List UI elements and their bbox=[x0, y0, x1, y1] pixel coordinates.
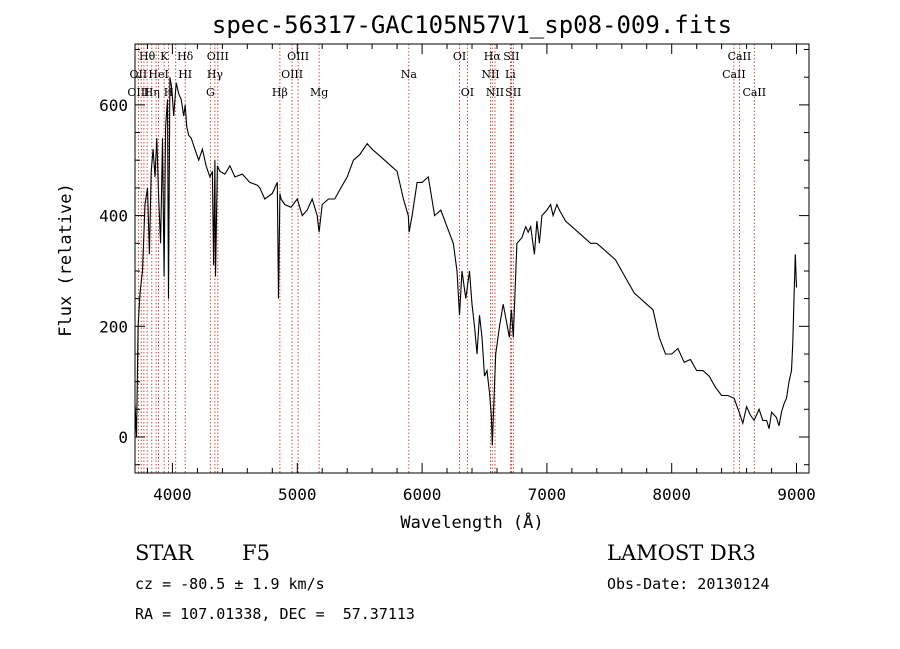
line-label-23: Li bbox=[505, 68, 516, 81]
line-label-14: OIII bbox=[281, 68, 303, 81]
x-axis-label: Wavelength (Å) bbox=[400, 511, 543, 533]
line-label-13: OIII bbox=[287, 50, 309, 63]
observation-date: Obs-Date: 20130124 bbox=[607, 575, 770, 593]
line-label-20: NII bbox=[481, 68, 499, 81]
line-label-24: SII bbox=[505, 86, 521, 99]
survey-name: LAMOST DR3 bbox=[607, 541, 756, 565]
plot-frame bbox=[134, 43, 810, 474]
line-label-17: OI bbox=[453, 50, 466, 63]
x-tick-label: 5000 bbox=[278, 485, 317, 504]
line-label-12: Hβ bbox=[272, 86, 288, 99]
line-label-2: OIII bbox=[127, 86, 149, 99]
line-label-9: OIII bbox=[207, 50, 229, 63]
line-label-4: HeI bbox=[148, 68, 168, 81]
line-label-19: Hα bbox=[484, 50, 502, 63]
marker-lines bbox=[137, 44, 755, 473]
line-label-8: HI bbox=[178, 68, 192, 81]
x-tick-label: 8000 bbox=[652, 485, 691, 504]
y-tick-label: 600 bbox=[99, 96, 128, 115]
line-label-21: NII bbox=[486, 86, 504, 99]
line-label-10: Hγ bbox=[207, 68, 224, 81]
spectrum-line bbox=[134, 77, 798, 446]
chart-title: spec-56317-GAC105N57V1_sp08-009.fits bbox=[212, 11, 732, 39]
line-label-22: SII bbox=[503, 50, 519, 63]
x-tick-label: 4000 bbox=[153, 485, 192, 504]
line-label-11: G bbox=[206, 86, 215, 99]
line-label-18: OI bbox=[461, 86, 474, 99]
line-label-1: OII bbox=[130, 68, 148, 81]
y-tick-label: 200 bbox=[99, 317, 128, 336]
line-label-6: H bbox=[164, 86, 174, 99]
object-type: STAR bbox=[135, 541, 194, 565]
spectral-subclass: F5 bbox=[242, 541, 270, 565]
line-label-15: Mg bbox=[310, 86, 328, 99]
line-label-5: K bbox=[160, 50, 169, 63]
line-label-7: Hδ bbox=[177, 50, 194, 63]
redshift-velocity: cz = -80.5 ± 1.9 km/s bbox=[135, 575, 325, 593]
x-tick-label: 6000 bbox=[403, 485, 442, 504]
x-tick-label: 9000 bbox=[777, 485, 816, 504]
y-axis: 0 200 400 600 bbox=[99, 49, 809, 466]
line-label-25: CaII bbox=[728, 50, 752, 63]
line-label-27: CaII bbox=[742, 86, 766, 99]
y-axis-label: Flux (relative) bbox=[56, 183, 76, 337]
x-axis: 4000 5000 6000 7000 8000 9000 bbox=[147, 44, 816, 504]
x-tick-label: 7000 bbox=[528, 485, 567, 504]
line-label-26: CaII bbox=[722, 68, 746, 81]
line-label-16: Na bbox=[401, 68, 418, 81]
line-label-3: Hη bbox=[144, 86, 160, 99]
line-label-0: Hθ bbox=[139, 50, 156, 63]
sky-coordinates: RA = 107.01338, DEC = 57.37113 bbox=[135, 605, 415, 623]
y-tick-label: 0 bbox=[118, 428, 128, 447]
y-tick-label: 400 bbox=[99, 207, 128, 226]
